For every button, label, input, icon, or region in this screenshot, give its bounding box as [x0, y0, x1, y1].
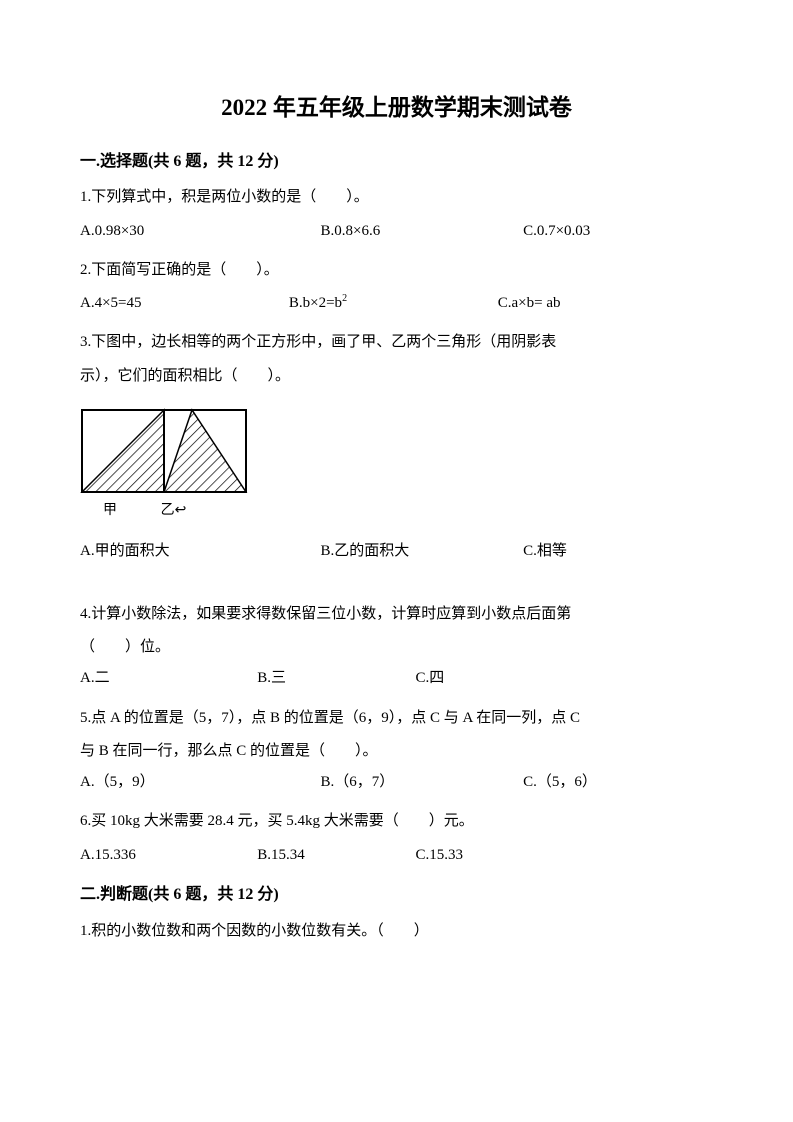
q4-optC: C.四	[415, 667, 573, 690]
q6-optA: A.15.336	[80, 844, 257, 867]
q2-optB-prefix: B.b×2=b	[289, 295, 342, 311]
q2-optB: B.b×2=b2	[289, 292, 498, 315]
q1-optC: C.0.7×0.03	[523, 220, 713, 243]
q6-optC: C.15.33	[415, 844, 573, 867]
q5-optA: A.（5，9）	[80, 771, 321, 794]
q5-optC: C.（5，6）	[523, 771, 713, 794]
q3-optC: C.相等	[523, 540, 713, 563]
q2-optB-sup: 2	[342, 293, 347, 304]
q3-figure-svg	[80, 408, 250, 496]
q6-options: A.15.336 B.15.34 C.15.33	[80, 844, 713, 867]
q4-text-line1: 4.计算小数除法，如果要求得数保留三位小数，计算时应算到小数点后面第	[80, 603, 713, 626]
q1-optB: B.0.8×6.6	[321, 220, 524, 243]
q3-figure-block: 甲 乙↩	[80, 408, 713, 522]
q3-text-line2: 示），它们的面积相比（ ）。	[80, 365, 713, 388]
q3-label-left: 甲	[80, 500, 140, 522]
q3-label-right: 乙↩	[144, 500, 204, 522]
q3-optB: B.乙的面积大	[321, 540, 524, 563]
document-title: 2022 年五年级上册数学期末测试卷	[80, 90, 713, 126]
q3-text-line1: 3.下图中，边长相等的两个正方形中，画了甲、乙两个三角形（用阴影表	[80, 331, 713, 354]
q6-optB: B.15.34	[257, 844, 415, 867]
q3-options: A.甲的面积大 B.乙的面积大 C.相等	[80, 540, 713, 563]
q2-optC: C.a×b= ab	[498, 292, 707, 315]
q4-optB: B.三	[257, 667, 415, 690]
q1-optA: A.0.98×30	[80, 220, 321, 243]
q2-text: 2.下面简写正确的是（ ）。	[80, 259, 713, 282]
section1-heading: 一.选择题(共 6 题，共 12 分)	[80, 150, 713, 175]
q2-options: A.4×5=45 B.b×2=b2 C.a×b= ab	[80, 292, 713, 315]
q6-text: 6.买 10kg 大米需要 28.4 元，买 5.4kg 大米需要（ ）元。	[80, 810, 713, 833]
q5-text-line1: 5.点 A 的位置是（5，7），点 B 的位置是（6，9），点 C 与 A 在同…	[80, 707, 713, 730]
q5-optB: B.（6，7）	[321, 771, 524, 794]
q2-optA: A.4×5=45	[80, 292, 289, 315]
q4-options: A.二 B.三 C.四	[80, 667, 713, 690]
q4-optA: A.二	[80, 667, 257, 690]
s2-q1-text: 1.积的小数位数和两个因数的小数位数有关。（ ）	[80, 920, 713, 943]
q1-options: A.0.98×30 B.0.8×6.6 C.0.7×0.03	[80, 220, 713, 243]
q4-text-line2: （ ）位。	[80, 636, 713, 659]
q3-optA: A.甲的面积大	[80, 540, 321, 563]
section2-heading: 二.判断题(共 6 题，共 12 分)	[80, 883, 713, 908]
q5-text-line2: 与 B 在同一行，那么点 C 的位置是（ ）。	[80, 740, 713, 763]
exam-page: 2022 年五年级上册数学期末测试卷 一.选择题(共 6 题，共 12 分) 1…	[0, 0, 793, 1122]
q1-text: 1.下列算式中，积是两位小数的是（ ）。	[80, 186, 713, 209]
q3-figure-labels: 甲 乙↩	[80, 500, 713, 522]
q5-options: A.（5，9） B.（6，7） C.（5，6）	[80, 771, 713, 794]
